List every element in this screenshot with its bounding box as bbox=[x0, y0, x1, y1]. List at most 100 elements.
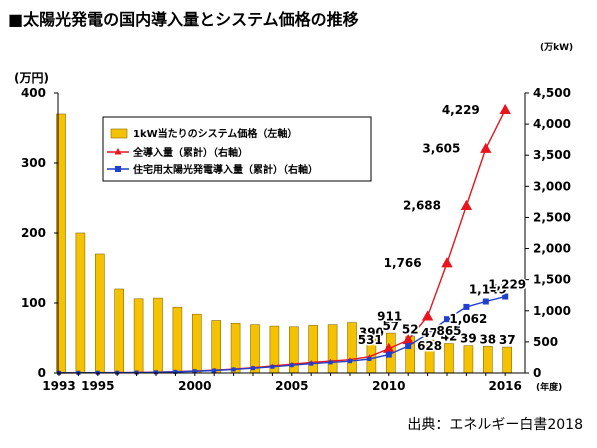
price-bar-1996 bbox=[114, 288, 124, 374]
residential-install-marker-2009 bbox=[367, 357, 372, 361]
bar-series bbox=[56, 113, 513, 374]
y-right-tick-label: 3,000 bbox=[533, 179, 571, 193]
legend-residential-label: 住宅用太陽光発電導入量（累計）（右軸） bbox=[133, 163, 318, 176]
residential-install-marker-2012 bbox=[424, 330, 431, 337]
total-install-label-2011: 911 bbox=[377, 309, 402, 323]
legend-price-swatch bbox=[110, 128, 128, 139]
chart-title: ■太陽光発電の国内導入量とシステム価格の推移 bbox=[8, 10, 359, 29]
axes: 0 100 200 300 400 0 500 1,000 1,500 2,000 2,500 3,0… bbox=[14, 42, 573, 393]
y-right-tick-label: 2,500 bbox=[533, 210, 571, 224]
residential-install-marker-2007 bbox=[328, 360, 333, 365]
price-bar-2001 bbox=[211, 320, 221, 374]
residential-install-marker-2016 bbox=[502, 293, 509, 300]
residential-install-label-2016: 1,229 bbox=[488, 278, 526, 292]
legend-box bbox=[102, 116, 372, 182]
total-install-marker-2014 bbox=[460, 199, 473, 210]
y-right-tick-label: 1,500 bbox=[533, 273, 571, 287]
y-right-tick-label: 4,000 bbox=[533, 117, 571, 131]
y-left-tick-label: 200 bbox=[21, 226, 46, 240]
residential-install-label-2015: 1,149 bbox=[469, 283, 507, 297]
residential-install-marker-1998 bbox=[154, 370, 158, 375]
price-label-2015: 38 bbox=[479, 332, 496, 346]
price-bar-2000 bbox=[192, 313, 202, 374]
total-install-marker-2013 bbox=[441, 257, 453, 268]
x-tick-label-2016: 2016 bbox=[488, 379, 521, 393]
y-right-tick-label: 2,000 bbox=[533, 242, 571, 256]
price-label-2012: 47 bbox=[421, 326, 438, 340]
price-bar-1995 bbox=[95, 253, 105, 374]
y-right-tick-label: 1,000 bbox=[533, 304, 571, 318]
residential-install-marker-2000 bbox=[192, 369, 197, 374]
total-install-label-2014: 3,605 bbox=[422, 142, 460, 156]
residential-install-marker-2010 bbox=[385, 351, 392, 358]
price-label-2014: 39 bbox=[460, 332, 477, 346]
price-bar-2008 bbox=[347, 322, 357, 374]
total-install-marker-2012 bbox=[421, 310, 434, 321]
legend-price-label: 1kW当たりのシステム価格（左軸） bbox=[133, 127, 297, 140]
residential-install-label-2012: 628 bbox=[417, 339, 442, 353]
residential-install-marker-2001 bbox=[212, 368, 217, 373]
price-bar-1994 bbox=[75, 232, 86, 374]
line-series bbox=[56, 103, 511, 375]
legend-total-marker bbox=[114, 148, 122, 155]
total-install-label-2010: 531 bbox=[358, 333, 383, 347]
total-install-label-2013: 2,688 bbox=[403, 199, 441, 213]
residential-install-marker-1999 bbox=[173, 369, 178, 374]
legend-residential-marker bbox=[115, 166, 121, 172]
total-install-marker-2011 bbox=[402, 333, 414, 345]
x-tick-label-2000: 2000 bbox=[178, 379, 211, 393]
y-left-tick-label: 300 bbox=[21, 156, 46, 170]
x-tick-label-1995: 1995 bbox=[81, 379, 114, 393]
price-bar-2007 bbox=[327, 324, 338, 374]
residential-install-label-2014: 1,062 bbox=[449, 312, 487, 326]
residential-install-marker-2015 bbox=[482, 298, 489, 305]
y-left-unit: (万円) bbox=[14, 71, 49, 85]
price-bar-2013 bbox=[444, 343, 454, 374]
residential-install-marker-2002 bbox=[231, 367, 236, 372]
source-note: 出典：エネルギー白書2018 bbox=[407, 417, 583, 433]
price-bar-2006 bbox=[308, 325, 319, 374]
legend-total-label: 全導入量（累計）（右軸） bbox=[132, 146, 248, 159]
legend: 1kW当たりのシステム価格（左軸） 全導入量（累計）（右軸） 住宅用太陽光発電導入量… bbox=[102, 116, 372, 182]
residential-install-marker-2005 bbox=[289, 363, 294, 368]
y-right-tick-label: 0 bbox=[533, 366, 541, 380]
y-left-tick-label: 400 bbox=[21, 86, 46, 100]
price-bar-2016 bbox=[502, 346, 513, 374]
residential-install-marker-2003 bbox=[251, 366, 255, 371]
price-bar-1998 bbox=[153, 297, 163, 374]
total-install-marker-2016 bbox=[499, 103, 511, 115]
price-label-2009: 390 bbox=[359, 326, 384, 340]
residential-install-marker-2011 bbox=[405, 342, 412, 349]
residential-install-label-2013: 865 bbox=[436, 324, 461, 338]
y-right-unit: (万kW) bbox=[540, 42, 573, 53]
x-unit: (年度) bbox=[536, 381, 562, 393]
residential-install-marker-2004 bbox=[270, 364, 275, 369]
price-label-2016: 37 bbox=[499, 333, 516, 347]
total-install-label-2012: 1,766 bbox=[384, 256, 422, 270]
residential-install-marker-2006 bbox=[309, 361, 314, 366]
total-install-marker-2010 bbox=[383, 342, 395, 353]
residential-install-marker-2013 bbox=[444, 316, 450, 323]
y-left-tick-label: 100 bbox=[21, 296, 46, 310]
x-tick-label-2005: 2005 bbox=[275, 379, 308, 393]
price-bar-2003 bbox=[250, 324, 260, 374]
total-install-label-2015: 4,229 bbox=[442, 103, 480, 117]
y-right-tick-label: 4,500 bbox=[533, 86, 571, 100]
total-install-marker-2015 bbox=[480, 142, 492, 153]
y-right-tick-label: 500 bbox=[533, 335, 558, 349]
x-tick-label-1993: 1993 bbox=[42, 379, 75, 393]
residential-install-marker-2008 bbox=[348, 359, 352, 364]
price-bar-2014 bbox=[463, 345, 474, 374]
price-label-2011: 52 bbox=[402, 323, 419, 337]
y-right-tick-label: 3,500 bbox=[533, 148, 571, 162]
price-bar-1999 bbox=[172, 306, 183, 374]
price-label-2010: 57 bbox=[382, 319, 399, 333]
price-bar-2002 bbox=[230, 322, 241, 374]
residential-install-marker-2014 bbox=[463, 303, 470, 310]
price-bar-2015 bbox=[482, 346, 493, 374]
y-left-tick-label: 0 bbox=[38, 366, 46, 380]
price-bar-1997 bbox=[133, 298, 144, 374]
price-label-2013: 42 bbox=[441, 330, 458, 344]
